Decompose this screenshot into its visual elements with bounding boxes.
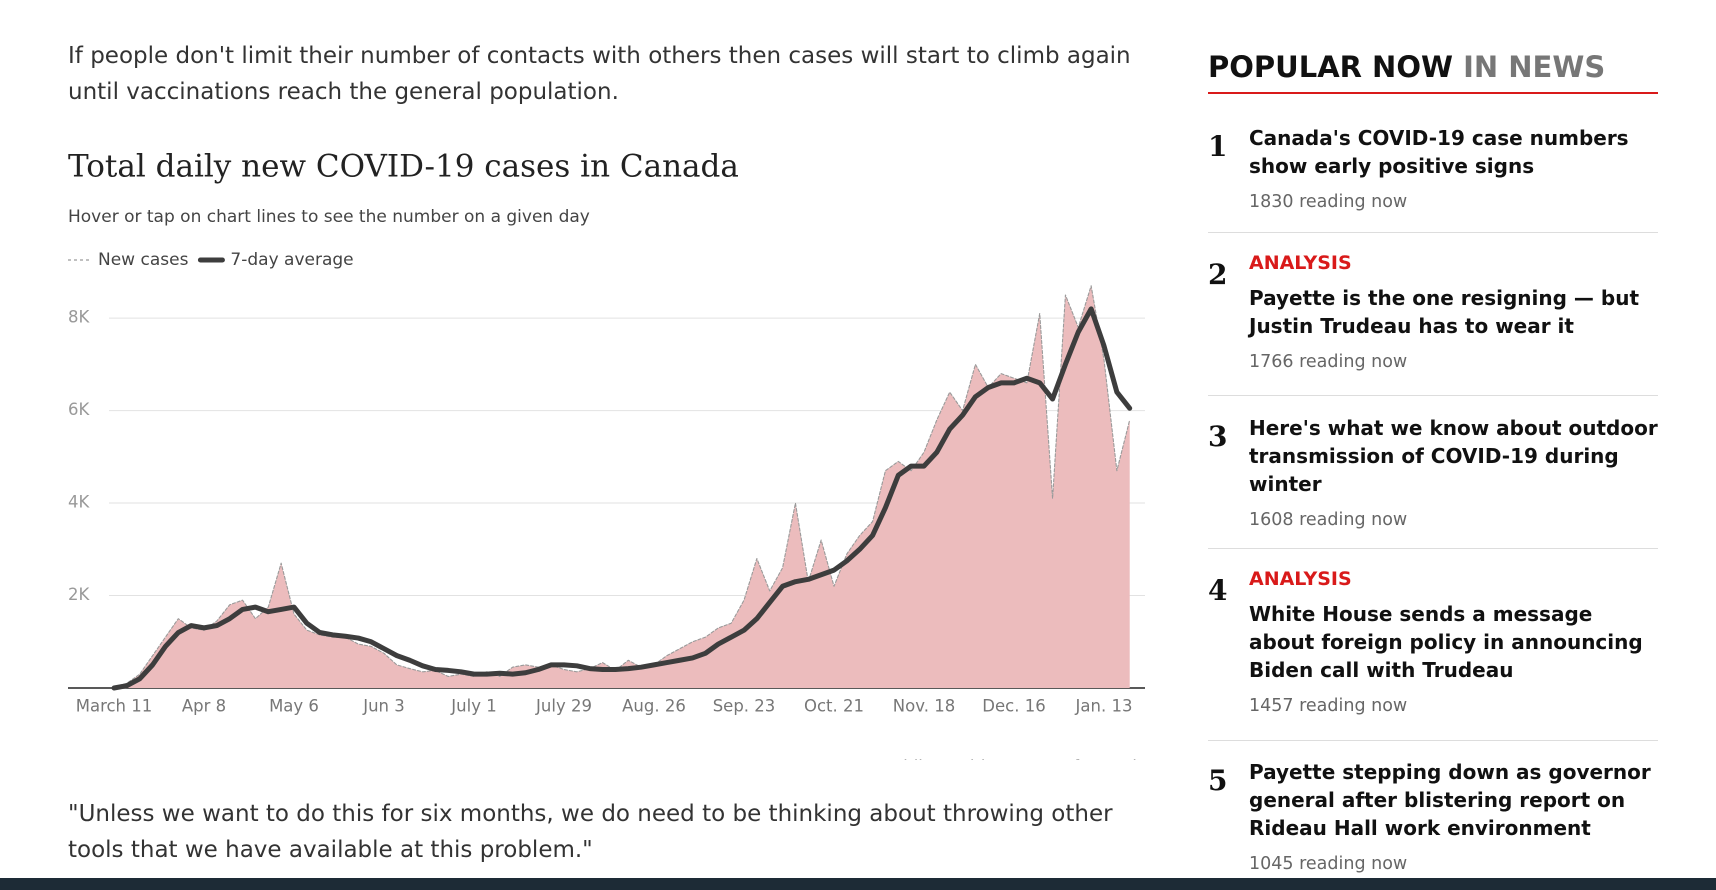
sidebar-title: POPULAR NOW IN NEWS (1208, 50, 1605, 84)
y-tick-label: 6K (68, 400, 90, 419)
popular-item: 3 Here's what we know about outdoor trans… (1208, 414, 1658, 530)
popular-item: 5 Payette stepping down as governor gener… (1208, 758, 1658, 874)
item-body: ANALYSIS Payette is the one resigning — b… (1249, 252, 1658, 372)
chart: Total daily new COVID-19 cases in Canada… (68, 149, 1147, 761)
readers: 1045 reading now (1249, 854, 1408, 874)
x-tick-label: Sep. 23 (713, 697, 776, 716)
x-tick-label: May 6 (269, 697, 319, 716)
chart-title: Total daily new COVID-19 cases in Canada (68, 149, 739, 185)
item-body: Canada's COVID-19 case numbers show earl… (1249, 124, 1658, 212)
separator (1208, 548, 1658, 549)
x-tick-label: March 11 (76, 697, 153, 716)
item-body: Here's what we know about outdoor transm… (1249, 414, 1658, 530)
readers: 1830 reading now (1249, 192, 1408, 212)
chart-source: Source: Public Health Agency of Canada (816, 758, 1147, 761)
tag: ANALYSIS (1249, 252, 1352, 274)
x-tick-label: Aug. 26 (622, 697, 686, 716)
readers: 1608 reading now (1249, 510, 1408, 530)
headline[interactable]: White House sends a message about foreig… (1249, 602, 1643, 682)
y-tick-label: 4K (68, 493, 90, 512)
x-tick-label: July 1 (450, 697, 496, 716)
x-tick-label: Jun 3 (362, 697, 405, 716)
popular-item: 1 Canada's COVID-19 case numbers show ear… (1208, 124, 1658, 212)
tag: ANALYSIS (1249, 568, 1352, 590)
y-tick-label: 8K (68, 308, 90, 327)
popular-item: 4 ANALYSIS White House sends a message abo… (1208, 568, 1658, 716)
popular-item: 2 ANALYSIS Payette is the one resigning — … (1208, 252, 1658, 372)
sidebar-title-suffix: IN NEWS (1463, 50, 1606, 84)
separator (1208, 740, 1658, 741)
legend-label: 7-day average (230, 250, 353, 270)
rank: 4 (1208, 574, 1228, 607)
x-tick-label: Oct. 21 (804, 697, 864, 716)
headline[interactable]: Payette stepping down as governor genera… (1249, 760, 1651, 840)
article-intro: If people don't limit their number of co… (68, 43, 1131, 105)
separator (1208, 232, 1658, 233)
rank: 5 (1208, 764, 1228, 797)
headline[interactable]: Payette is the one resigning — but Justi… (1249, 286, 1639, 338)
rank: 1 (1208, 130, 1228, 163)
readers: 1766 reading now (1249, 352, 1408, 372)
daily-line (113, 285, 1131, 688)
x-tick-label: Dec. 16 (982, 697, 1045, 716)
rank: 2 (1208, 258, 1228, 291)
sidebar-title-main: POPULAR NOW (1208, 50, 1453, 84)
readers: 1457 reading now (1249, 696, 1408, 716)
headline[interactable]: Here's what we know about outdoor transm… (1249, 416, 1658, 496)
bottom-bar (0, 878, 1716, 890)
separator (1208, 395, 1658, 396)
x-tick-label: July 29 (535, 697, 592, 716)
headline[interactable]: Canada's COVID-19 case numbers show earl… (1249, 126, 1629, 178)
article-quote: "Unless we want to do this for six month… (68, 801, 1113, 863)
rank: 3 (1208, 420, 1228, 453)
sidebar-rule (1208, 92, 1658, 94)
x-tick-label: Apr 8 (182, 697, 226, 716)
average-line (111, 306, 1133, 691)
item-body: ANALYSIS White House sends a message abou… (1249, 568, 1658, 716)
x-tick-label: Jan. 13 (1075, 697, 1133, 716)
legend-label: New cases (98, 250, 189, 270)
item-body: Payette stepping down as governor genera… (1249, 758, 1658, 874)
area (114, 285, 1130, 688)
chart-subtitle: Hover or tap on chart lines to see the n… (68, 207, 590, 227)
x-tick-label: Nov. 18 (893, 697, 955, 716)
y-tick-label: 2K (68, 585, 90, 604)
